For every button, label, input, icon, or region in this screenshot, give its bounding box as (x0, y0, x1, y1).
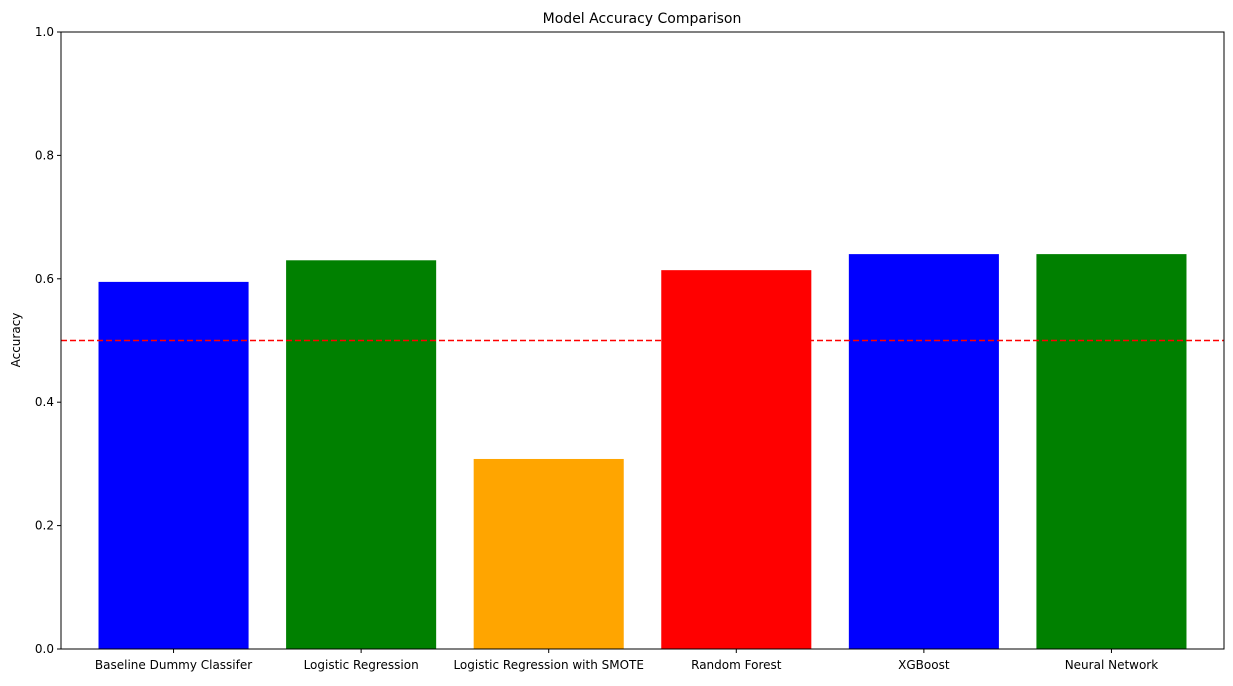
x-tick-label: Baseline Dummy Classifer (95, 658, 252, 672)
bar-2 (473, 458, 624, 649)
plot-frame (60, 31, 1225, 650)
y-tick-label: 0.8 (35, 148, 54, 162)
x-axis-ticks: Baseline Dummy Classifer Logistic Regress… (95, 649, 1158, 672)
x-tick-label: XGBoost (898, 658, 950, 672)
bar-3 (661, 270, 812, 649)
chart-title: Model Accuracy Comparison (543, 11, 742, 27)
bar-4 (848, 254, 999, 649)
y-tick-label: 0.6 (35, 272, 54, 286)
bars-group (98, 254, 1187, 649)
x-tick-label: Logistic Regression with SMOTE (453, 658, 644, 672)
y-tick-label: 0.0 (35, 642, 54, 656)
bar-0 (98, 281, 249, 649)
y-tick-label: 1.0 (35, 25, 54, 39)
x-tick-label: Logistic Regression (304, 658, 419, 672)
x-tick-label: Random Forest (691, 658, 782, 672)
bar-1 (286, 260, 437, 649)
x-tick-label: Neural Network (1065, 658, 1159, 672)
y-axis-ticks: 0.0 0.2 0.4 0.6 0.8 1.0 (35, 25, 61, 656)
y-axis-label: Accuracy (9, 313, 23, 368)
y-tick-label: 0.2 (35, 519, 54, 533)
y-tick-label: 0.4 (35, 395, 54, 409)
bar-5 (1036, 254, 1187, 649)
